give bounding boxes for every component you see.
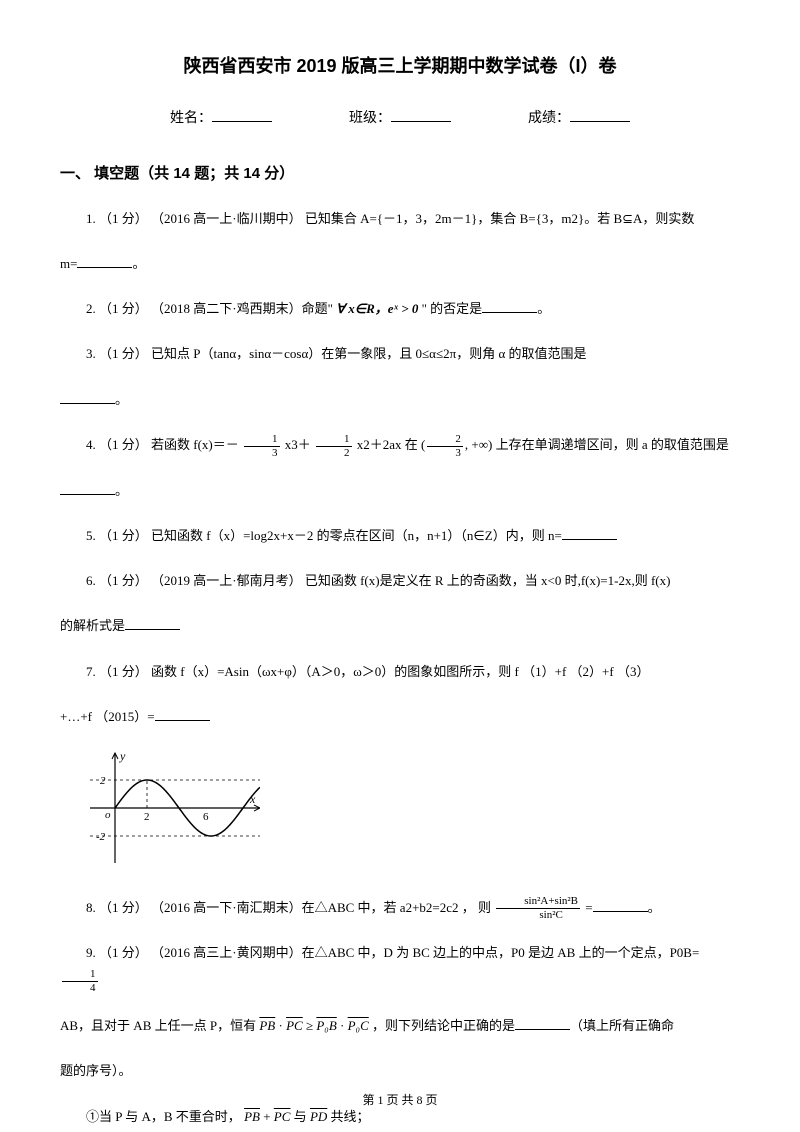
q6-pre: 6. （1 分） （2019 高一上·郁南月考） 已知函数 f(x)是定义在 R… (86, 573, 670, 588)
q2-blank[interactable] (482, 301, 537, 313)
q7-blank[interactable] (155, 709, 210, 721)
question-4: 4. （1 分） 若函数 f(x)＝－ 13 x3＋ 12 x2＋2ax 在 (… (60, 431, 740, 459)
q6-l2: 的解析式是 (60, 618, 125, 633)
question-5: 5. （1 分） 已知函数 f（x）=log2x+x－2 的零点在区间（n，n+… (60, 522, 740, 549)
q3-pre: 3. （1 分） 已知点 P（tanα，sinα－cosα）在第一象限，且 0≤… (86, 346, 587, 361)
q7-line2: +…+f （2015）= (60, 703, 740, 730)
section-header: 一、 填空题（共 14 题；共 14 分） (60, 160, 740, 187)
q5-blank[interactable] (562, 528, 617, 540)
q1-m: m= (60, 256, 77, 271)
q2-math: ∀ x∈R，eˣ > 0 (336, 301, 418, 316)
question-1: 1. （1 分） （2016 高一上·临川期中） 已知集合 A={－1，3，2m… (60, 205, 740, 232)
q9-blank[interactable] (515, 1018, 570, 1030)
q8-pre: 8. （1 分） （2016 高一下·南汇期末）在△ABC 中，若 a2+b2=… (86, 900, 494, 915)
frac-1-4: 14 (62, 969, 98, 994)
q3-blank[interactable] (60, 392, 115, 404)
q6-blank[interactable] (125, 618, 180, 630)
page-footer: 第 1 页 共 8 页 (0, 1090, 800, 1112)
q9-l3: 题的序号）。 (60, 1063, 132, 1078)
name-blank[interactable] (212, 108, 272, 122)
vec-pb: PB (259, 1018, 275, 1033)
svg-text:6: 6 (203, 811, 209, 823)
question-2: 2. （1 分） （2018 高二下·鸡西期末）命题" ∀ x∈R，eˣ > 0… (60, 295, 740, 322)
svg-text:-2: -2 (96, 831, 106, 843)
q6-line2: 的解析式是 (60, 612, 740, 639)
svg-text:o: o (105, 809, 111, 821)
student-info-row: 姓名： 班级： 成绩： (60, 106, 740, 131)
question-3: 3. （1 分） 已知点 P（tanα，sinα－cosα）在第一象限，且 0≤… (60, 340, 740, 367)
exam-title: 陕西省西安市 2019 版高三上学期期中数学试卷（I）卷 (60, 50, 740, 82)
svg-text:y: y (119, 749, 126, 763)
q7-l2: +…+f （2015）= (60, 709, 155, 724)
frac-1-3: 13 (244, 434, 280, 459)
score-blank[interactable] (570, 108, 630, 122)
name-label: 姓名： (170, 111, 212, 126)
q4-mid2: x2＋2ax 在 (354, 437, 422, 452)
q4-mid1: x3＋ (282, 437, 315, 452)
frac-2-3: 23 (427, 434, 463, 459)
q2-end: 。 (537, 301, 550, 316)
vec-p0b: P₀B (316, 1018, 336, 1033)
sine-svg: 2 -2 2 6 x y o (90, 748, 260, 868)
vec-p0c: P₀C (348, 1018, 369, 1033)
q9-pre: 9. （1 分） （2016 高三上·黄冈期中）在△ABC 中，D 为 BC 边… (86, 945, 699, 960)
q9-line2: AB，且对于 AB 上任一点 P，恒有 PB · PC ≥ P₀B · P₀C … (60, 1012, 740, 1039)
q8-frac: sin²A+sin²Bsin²C (496, 896, 580, 921)
class-blank[interactable] (391, 108, 451, 122)
q1-blank[interactable] (77, 256, 132, 268)
question-7: 7. （1 分） 函数 f（x）=Asin（ωx+φ）（A＞0，ω＞0）的图象如… (60, 658, 740, 685)
q7-pre: 7. （1 分） 函数 f（x）=Asin（ωx+φ）（A＞0，ω＞0）的图象如… (86, 664, 649, 679)
q1-line2: m= 。 (60, 250, 740, 277)
svg-text:2: 2 (100, 775, 106, 787)
q4-blank[interactable] (60, 483, 115, 495)
q9-l2b: ，则下列结论中正确的是 (369, 1018, 515, 1033)
dot1: · (275, 1018, 286, 1033)
ge: ≥ (303, 1018, 317, 1033)
q9-l2c: （填上所有正确命 (570, 1018, 674, 1033)
class-label: 班级： (349, 111, 391, 126)
q2-pre: 2. （1 分） （2018 高二下·鸡西期末）命题" (86, 301, 336, 316)
dot2: · (337, 1018, 348, 1033)
question-9: 9. （1 分） （2016 高三上·黄冈期中）在△ABC 中，D 为 BC 边… (60, 939, 740, 994)
q1-end: 。 (132, 256, 145, 271)
q4-post: 上存在单调递增区间，则 a 的取值范围是 (492, 437, 729, 452)
interval-post: , +∞) (465, 437, 492, 452)
score-label: 成绩： (528, 111, 570, 126)
q5-pre: 5. （1 分） 已知函数 f（x）=log2x+x－2 的零点在区间（n，n+… (86, 528, 562, 543)
svg-text:x: x (249, 792, 256, 806)
q1-text: 1. （1 分） （2016 高一上·临川期中） 已知集合 A={－1，3，2m… (86, 211, 694, 226)
question-6: 6. （1 分） （2019 高一上·郁南月考） 已知函数 f(x)是定义在 R… (60, 567, 740, 594)
question-8: 8. （1 分） （2016 高一下·南汇期末）在△ABC 中，若 a2+b2=… (60, 894, 740, 922)
sine-graph: 2 -2 2 6 x y o (90, 748, 740, 875)
q8-end: 。 (648, 900, 661, 915)
vec-pc: PC (286, 1018, 303, 1033)
q9-l2a: AB，且对于 AB 上任一点 P，恒有 (60, 1018, 259, 1033)
q9-line3: 题的序号）。 (60, 1057, 740, 1084)
q8-post: = (582, 900, 593, 915)
q4-pre: 4. （1 分） 若函数 f(x)＝－ (86, 437, 242, 452)
q8-blank[interactable] (593, 900, 648, 912)
svg-text:2: 2 (144, 811, 150, 823)
q4-end: 。 (115, 483, 128, 498)
frac-1-2: 12 (316, 434, 352, 459)
interval-open: ( (421, 437, 425, 452)
q2-post: " 的否定是 (418, 301, 482, 316)
q3-line2: 。 (60, 386, 740, 413)
q3-end: 。 (115, 392, 128, 407)
q4-line2: 。 (60, 477, 740, 504)
